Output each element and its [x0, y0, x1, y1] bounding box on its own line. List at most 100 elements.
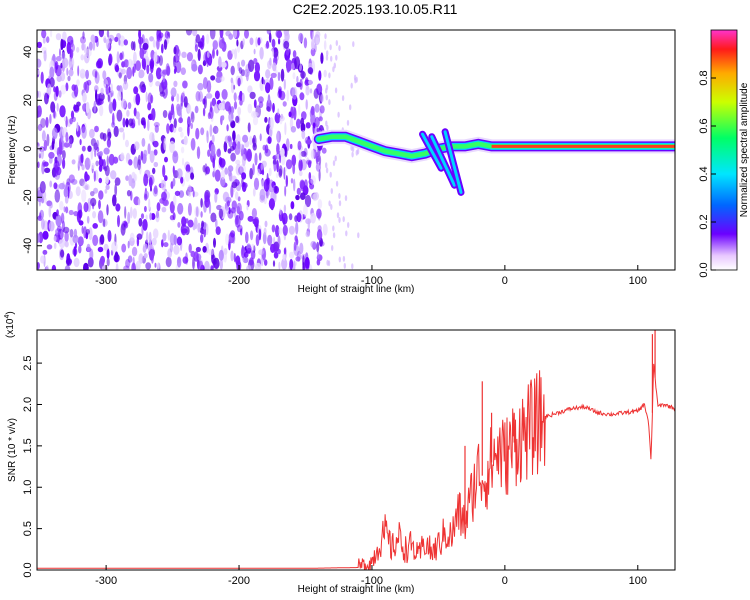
noise-speckle	[62, 150, 66, 160]
noise-speckle	[149, 36, 154, 42]
noise-speckle	[173, 55, 176, 68]
noise-speckle	[148, 198, 151, 210]
noise-speckle	[156, 202, 161, 212]
noise-speckle	[299, 78, 303, 90]
noise-speckle	[97, 210, 104, 224]
spectrogram-y-ticks: -40 -20 0 20 40	[22, 46, 42, 254]
noise-speckle	[335, 54, 338, 61]
noise-speckle	[206, 130, 209, 144]
noise-speckle	[273, 251, 279, 259]
noise-speckle	[192, 190, 195, 198]
noise-speckle	[289, 143, 293, 150]
noise-speckle	[203, 227, 206, 238]
noise-speckle	[351, 263, 354, 270]
noise-speckle	[145, 231, 149, 244]
noise-speckle	[176, 106, 182, 117]
noise-speckle	[44, 167, 51, 173]
noise-speckle	[152, 140, 159, 148]
noise-speckle	[177, 203, 184, 215]
x-tick-label: 0	[502, 275, 508, 287]
noise-speckle	[91, 162, 95, 170]
snr-frame	[36, 329, 676, 571]
noise-speckle	[41, 130, 46, 142]
noise-speckle	[264, 220, 268, 228]
noise-speckle	[144, 205, 147, 213]
noise-speckle	[55, 85, 59, 98]
noise-speckle	[235, 191, 239, 200]
noise-speckle	[147, 118, 150, 132]
noise-speckle	[277, 108, 280, 116]
noise-speckle	[253, 48, 256, 55]
colorbar-tick-label: 0.2	[698, 214, 710, 229]
noise-speckle	[148, 177, 153, 188]
noise-speckle	[88, 41, 93, 51]
noise-speckle	[108, 53, 113, 65]
noise-speckle	[103, 243, 109, 251]
snr-y-label: SNR (10 * v/v)	[7, 418, 18, 482]
noise-speckle	[227, 169, 232, 177]
noise-speckle	[290, 201, 295, 210]
noise-speckle	[265, 40, 270, 49]
noise-speckle	[188, 243, 192, 253]
noise-speckle	[187, 219, 194, 228]
noise-speckle	[310, 175, 317, 186]
noise-speckle	[63, 142, 70, 148]
noise-speckle	[86, 243, 91, 252]
noise-speckle	[305, 139, 312, 145]
noise-speckle	[173, 118, 177, 129]
noise-speckle	[299, 92, 305, 101]
noise-speckle	[125, 139, 129, 148]
noise-speckle	[218, 208, 224, 219]
noise-speckle	[289, 258, 294, 270]
noise-speckle	[60, 71, 66, 82]
noise-speckle	[281, 258, 288, 270]
noise-speckle	[288, 225, 295, 235]
noise-speckle	[319, 105, 325, 114]
noise-speckle	[349, 104, 352, 111]
noise-speckle	[126, 66, 133, 80]
noise-speckle	[135, 111, 140, 120]
noise-speckle	[216, 148, 221, 158]
noise-speckle	[80, 36, 86, 44]
noise-speckle	[190, 122, 193, 130]
noise-speckle	[64, 231, 69, 243]
noise-speckle	[323, 69, 327, 78]
noise-speckle	[127, 240, 130, 249]
noise-speckle	[219, 259, 223, 270]
noise-speckle	[58, 182, 66, 190]
noise-speckle	[102, 218, 106, 228]
noise-speckle	[37, 123, 43, 132]
noise-speckle	[120, 152, 125, 161]
noise-speckle	[212, 171, 215, 178]
noise-speckle	[216, 65, 223, 72]
noise-speckle	[89, 248, 94, 261]
noise-speckle	[328, 72, 331, 79]
noise-speckle	[106, 258, 110, 267]
noise-speckle	[320, 52, 324, 64]
noise-speckle	[63, 187, 69, 198]
noise-speckle	[239, 99, 243, 106]
noise-speckle	[78, 245, 82, 254]
noise-speckle	[149, 150, 155, 163]
noise-speckle	[106, 248, 110, 259]
noise-speckle	[302, 255, 305, 269]
noise-speckle	[172, 177, 176, 187]
noise-speckle	[300, 117, 305, 125]
noise-speckle	[85, 228, 91, 235]
snr-x-ticks: -300 -200 -100 0 100	[95, 565, 647, 587]
noise-speckle	[198, 260, 204, 270]
noise-speckle	[112, 98, 117, 112]
noise-speckle	[106, 128, 111, 141]
noise-speckle	[325, 87, 328, 94]
noise-speckle	[230, 250, 234, 262]
noise-speckle	[220, 169, 226, 180]
noise-speckle	[274, 185, 278, 193]
noise-speckle	[54, 60, 59, 70]
secondary-track-core	[443, 130, 463, 194]
noise-speckle	[133, 86, 139, 95]
noise-speckle	[76, 79, 80, 86]
noise-speckle	[136, 233, 143, 240]
noise-speckle	[290, 178, 294, 184]
noise-speckle	[142, 243, 148, 251]
noise-speckle	[201, 220, 205, 228]
